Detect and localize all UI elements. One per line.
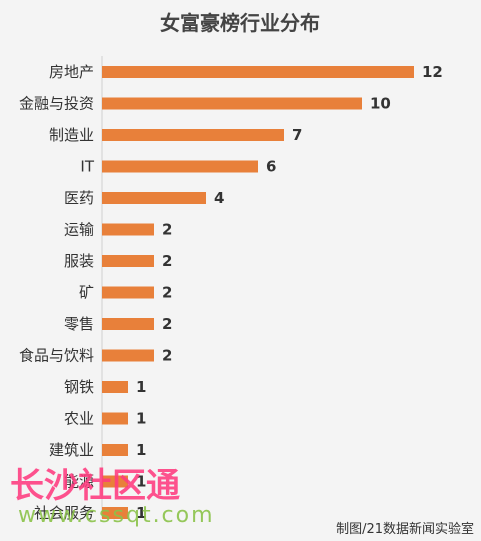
category-label-0: 房地产	[49, 63, 94, 81]
bar-6	[102, 255, 154, 267]
value-label-7: 2	[162, 284, 172, 302]
value-label-9: 2	[162, 347, 172, 365]
category-label-9: 食品与饮料	[19, 347, 94, 365]
watermark-url: www.cssqt.com	[18, 503, 215, 528]
category-label-13: 能源	[64, 473, 94, 491]
category-label-2: 制造业	[49, 126, 94, 144]
category-label-3: IT	[80, 158, 94, 176]
category-label-11: 农业	[64, 410, 94, 428]
value-label-10: 1	[136, 378, 146, 396]
category-label-10: 钢铁	[64, 378, 94, 396]
bar-4	[102, 192, 206, 204]
category-label-7: 矿	[79, 284, 94, 302]
category-label-4: 医药	[64, 189, 94, 207]
bar-9	[102, 349, 154, 362]
value-label-0: 12	[422, 63, 443, 81]
bar-8	[102, 318, 154, 330]
watermark: 长沙社区通 www.cssqt.com	[10, 466, 215, 528]
value-label-13: 1	[136, 473, 146, 491]
bar-10	[102, 381, 128, 393]
value-label-3: 6	[266, 158, 276, 176]
bar-13	[102, 475, 128, 488]
value-label-2: 7	[292, 126, 302, 144]
category-label-8: 零售	[64, 315, 94, 333]
category-label-5: 运输	[64, 221, 94, 239]
category-label-6: 服装	[64, 252, 94, 270]
value-label-4: 4	[214, 189, 224, 207]
value-label-8: 2	[162, 315, 172, 333]
bar-11	[102, 412, 128, 425]
bar-2	[102, 129, 284, 141]
value-label-1: 10	[370, 95, 391, 113]
source-credit: 制图/21数据新闻实验室	[336, 521, 474, 537]
bar-3	[102, 160, 258, 173]
value-label-12: 1	[136, 441, 146, 459]
bar-0	[102, 66, 414, 78]
bar-5	[102, 223, 154, 236]
value-label-5: 2	[162, 221, 172, 239]
category-label-14: 社会服务	[34, 504, 94, 522]
bars-group	[102, 66, 414, 519]
watermark-text: 长沙社区通	[10, 466, 180, 506]
bar-7	[102, 286, 154, 299]
bar-12	[102, 444, 128, 456]
value-label-14: 1	[136, 504, 146, 522]
bar-14	[102, 507, 128, 519]
bar-1	[102, 97, 362, 110]
category-label-1: 金融与投资	[19, 95, 94, 113]
chart-title: 女富豪榜行业分布	[160, 11, 320, 35]
value-label-11: 1	[136, 410, 146, 428]
value-label-6: 2	[162, 252, 172, 270]
category-label-12: 建筑业	[49, 441, 94, 459]
